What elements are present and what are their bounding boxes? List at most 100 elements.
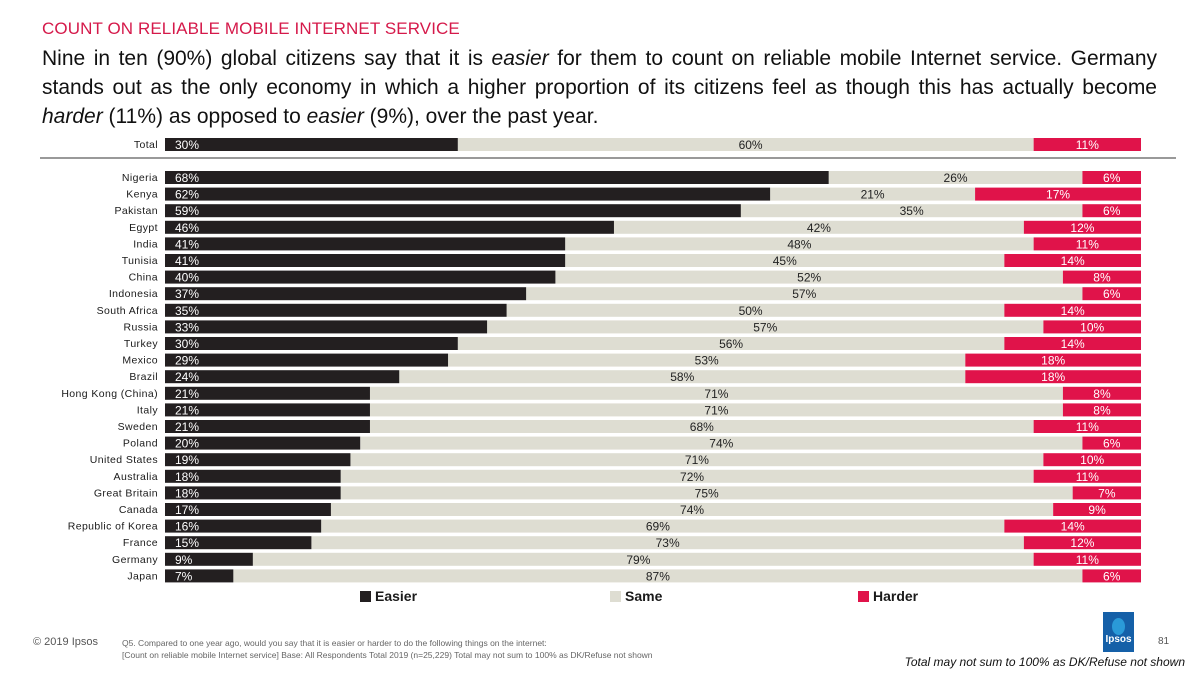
value-easier-indonesia: 37% [175,287,199,301]
bar-easier-france [165,536,312,550]
value-easier-russia: 33% [175,320,199,334]
category-label-hong-kong-china: Hong Kong (China) [61,388,158,400]
bar-same-canada [330,503,1054,516]
bar-row-great-britain: Great Britain 18% 75% 7% [94,486,1141,500]
bar-easier-hong-kong-china [165,386,370,400]
category-label-turkey: Turkey [124,338,158,350]
bar-easier-india [165,237,566,251]
bar-same-hong-kong-china [369,386,1063,400]
value-harder-russia: 10% [1080,320,1104,334]
value-easier-pakistan: 59% [175,204,199,218]
value-harder-tunisia: 14% [1061,254,1085,268]
legend-label-easier: Easier [375,588,418,604]
category-label-egypt: Egypt [129,222,158,234]
bar-same-tunisia [565,254,1005,267]
category-label-italy: Italy [137,404,159,416]
category-label-japan: Japan [127,570,158,582]
value-harder-brazil: 18% [1041,370,1065,384]
bar-row-south-africa: South Africa 35% 50% 14% [97,303,1141,318]
value-same-kenya: 21% [861,188,885,202]
value-harder-mexico: 18% [1041,354,1065,368]
value-easier-france: 15% [175,536,199,550]
value-harder-germany: 11% [1076,553,1099,567]
value-same-india: 48% [787,237,811,251]
value-easier-total: 30% [175,138,199,152]
legend-swatch-same [610,591,621,602]
bar-easier-sweden [165,420,370,433]
value-harder-canada: 9% [1088,503,1106,517]
value-same-canada: 74% [680,503,704,517]
legend-label-harder: Harder [873,588,919,604]
value-easier-united-states: 19% [175,453,199,467]
value-same-egypt: 42% [807,221,831,235]
value-same-japan: 87% [646,569,670,583]
bar-easier-united-states [165,453,351,467]
bar-row-india: India 41% 48% 11% [133,237,1141,251]
bar-easier-brazil [165,370,400,384]
category-label-canada: Canada [119,504,158,516]
bar-same-egypt [613,220,1024,234]
bar-easier-egypt [165,220,614,234]
bar-easier-south-africa [165,303,507,317]
value-easier-sweden: 21% [175,420,199,434]
bar-same-japan [233,569,1083,583]
bar-same-republic-of-korea [321,519,1005,533]
value-easier-poland: 20% [175,437,199,451]
value-same-indonesia: 57% [792,287,816,301]
ipsos-logo: Ipsos [1103,612,1134,652]
headline-emphasis-easier: easier [491,47,549,70]
value-harder-united-states: 10% [1080,453,1104,467]
bar-row-united-states: United States 19% 71% 10% [90,453,1141,467]
bar-same-china [555,270,1063,284]
bar-harder-italy [1062,403,1141,417]
copyright: © 2019 Ipsos [33,636,98,648]
page-number: 81 [1158,636,1170,647]
value-easier-italy: 21% [175,403,199,417]
stacked-bar-chart: Total 30% 60% 11% Nigeria 68% 26% 6% Kenya 62% 21%… [40,138,1176,604]
value-harder-egypt: 12% [1070,221,1094,235]
value-same-united-states: 71% [685,453,709,467]
slide-kicker: COUNT ON RELIABLE MOBILE INTERNET SERVIC… [42,19,460,38]
logo-text: Ipsos [1105,634,1132,645]
question-line-1: Q5. Compared to one year ago, would you … [122,638,547,648]
value-same-republic-of-korea: 69% [646,520,670,534]
value-harder-indonesia: 6% [1103,287,1121,301]
headline-part-3: (11%) as opposed to [102,105,307,128]
bar-same-italy [369,403,1063,417]
bar-harder-pakistan [1082,204,1141,218]
bar-harder-indonesia [1082,287,1141,301]
bar-harder-india [1033,237,1141,251]
bar-harder-hong-kong-china [1062,386,1141,400]
bar-row-indonesia: Indonesia 37% 57% 6% [109,287,1141,301]
value-harder-great-britain: 7% [1098,486,1116,500]
bar-same-great-britain [340,486,1073,500]
bar-easier-tunisia [165,254,566,267]
value-harder-australia: 11% [1076,470,1099,484]
value-same-sweden: 68% [690,420,714,434]
value-same-germany: 79% [626,553,650,567]
bar-easier-great-britain [165,486,341,500]
bar-row-france: France 15% 73% 12% [123,536,1141,550]
value-harder-china: 8% [1093,271,1111,285]
bar-easier-australia [165,469,341,483]
bar-same-united-states [350,453,1044,467]
value-harder-japan: 6% [1103,569,1121,583]
bar-harder-china [1062,270,1141,284]
bar-row-republic-of-korea: Republic of Korea 16% 69% 14% [68,519,1141,534]
value-harder-italy: 8% [1093,403,1111,417]
value-same-italy: 71% [704,403,728,417]
bar-same-france [311,536,1024,550]
value-same-australia: 72% [680,470,704,484]
bar-harder-nigeria [1082,171,1141,184]
value-easier-turkey: 30% [175,337,199,351]
value-harder-pakistan: 6% [1103,204,1121,218]
value-harder-hong-kong-china: 8% [1093,387,1111,401]
bar-harder-united-states [1043,453,1141,467]
category-label-total: Total [134,139,158,151]
value-same-south-africa: 50% [739,304,763,318]
category-label-sweden: Sweden [118,421,158,433]
value-easier-great-britain: 18% [175,486,199,500]
value-easier-germany: 9% [175,553,193,567]
category-label-australia: Australia [114,471,158,483]
bar-easier-italy [165,403,370,417]
